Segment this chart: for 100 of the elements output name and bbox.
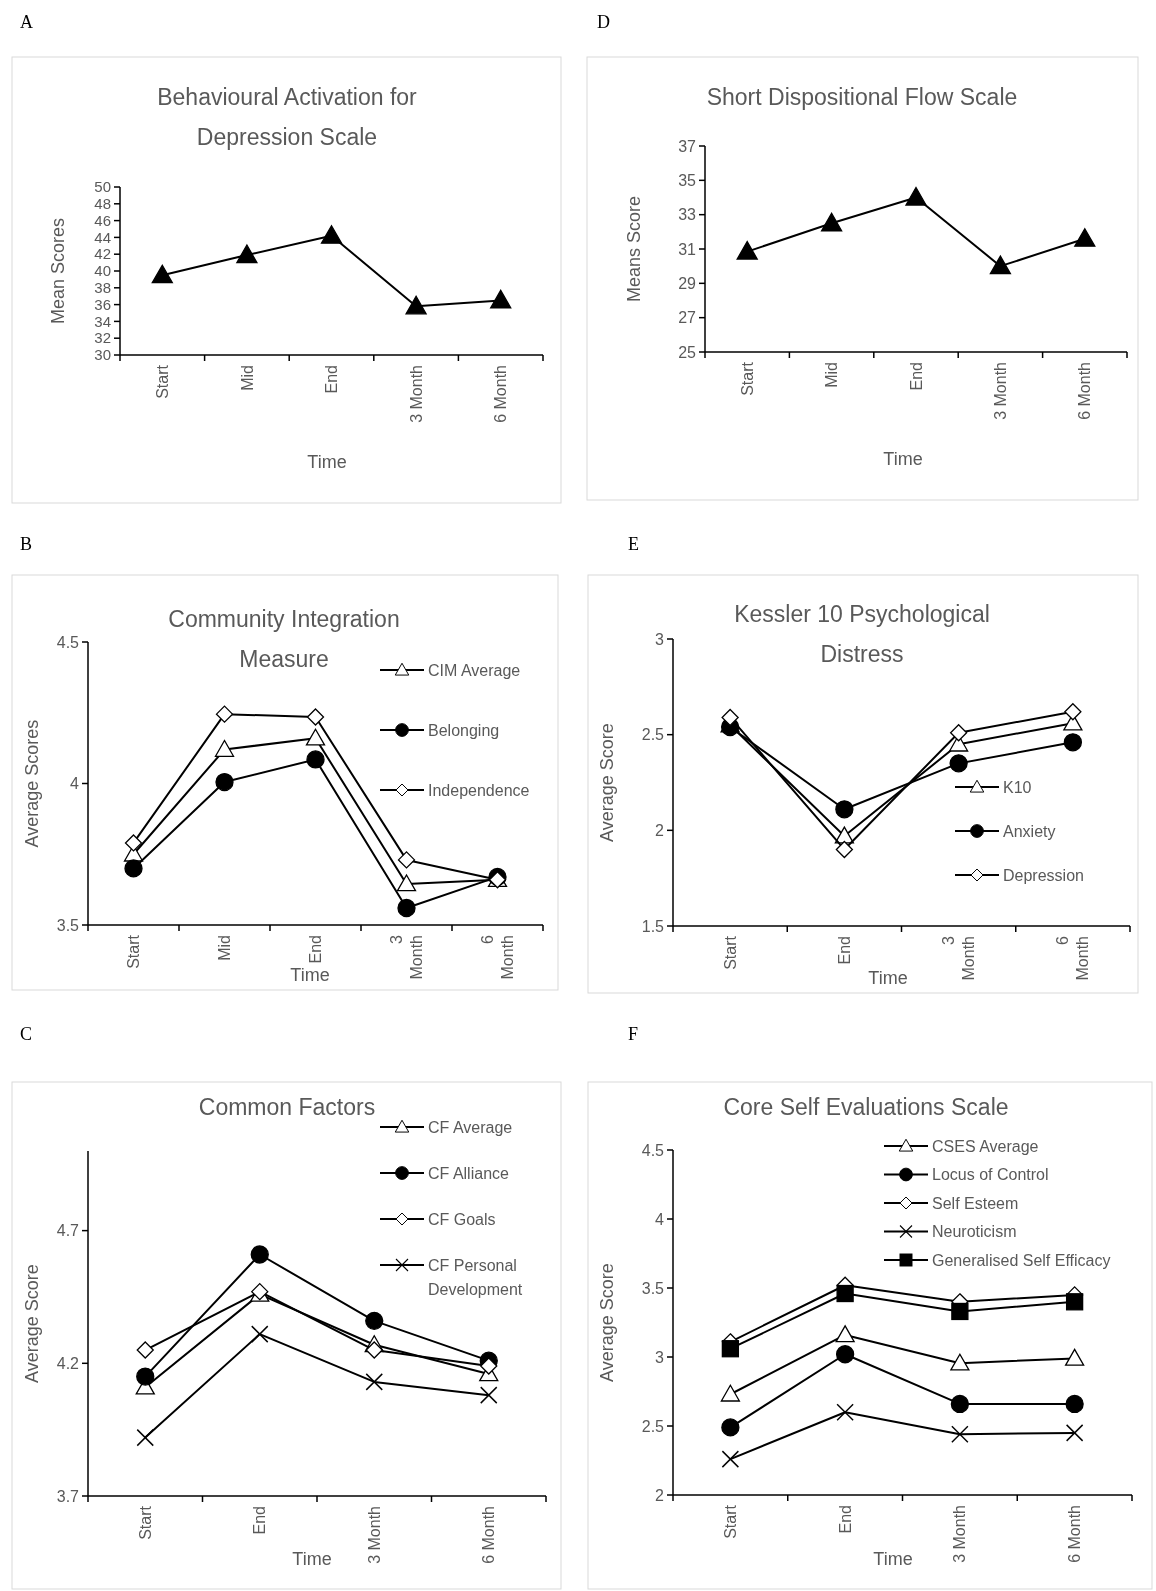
x-tick-label: 3 Month xyxy=(407,365,425,423)
text: B xyxy=(20,534,33,554)
x-tick-label: 3 Month xyxy=(365,1506,383,1564)
y-tick-label: 3.7 xyxy=(56,1487,80,1505)
y-tick-label: 48 xyxy=(94,195,111,213)
x-tick-label: End xyxy=(323,365,341,394)
y-tick-label: 3.5 xyxy=(641,1279,665,1297)
chart-title: Kessler 10 Psychological Distress xyxy=(734,601,990,667)
x-tick-label: Start xyxy=(153,364,171,399)
x-tick-label: 3 Month xyxy=(951,1505,969,1563)
legend-label: Self Esteem xyxy=(932,1194,1019,1212)
x-tick-label: 3 Month xyxy=(940,935,978,981)
x-tick-label: Mid xyxy=(216,935,234,961)
x-axis-title: Time xyxy=(292,1549,332,1569)
y-axis-title: Mean Scores xyxy=(48,217,68,325)
x-tick-label: Start xyxy=(721,935,739,970)
x-tick-label: End xyxy=(835,936,853,965)
y-tick-label: 42 xyxy=(94,245,111,263)
x-tick-label: Mid xyxy=(823,362,841,388)
y-tick-label: 3 xyxy=(655,630,665,648)
chart-title: Behavioural Activation for Depression Scale xyxy=(157,84,418,150)
y-tick-label: 4.5 xyxy=(56,633,80,651)
x-tick-label: 6 Month xyxy=(1066,1505,1084,1563)
legend-label: Neuroticism xyxy=(932,1223,1017,1241)
y-tick-label: 37 xyxy=(678,137,697,155)
x-axis-title: Time xyxy=(290,965,330,985)
y-tick-label: 36 xyxy=(94,295,111,313)
y-axis-title: Average Score xyxy=(597,1263,617,1382)
x-tick-label: 6 Month xyxy=(480,1506,498,1564)
y-tick-label: 25 xyxy=(678,343,697,361)
legend-label: Belonging xyxy=(428,721,500,739)
y-tick-label: 29 xyxy=(678,274,697,292)
y-tick-label: 35 xyxy=(678,171,697,189)
y-tick-label: 2.5 xyxy=(641,1417,665,1435)
legend-label: Locus of Control xyxy=(932,1166,1049,1184)
y-axis-title: Average Scores xyxy=(22,719,42,848)
y-tick-label: 34 xyxy=(94,312,111,330)
x-tick-label: 3 Month xyxy=(388,934,426,980)
text: F xyxy=(628,1024,639,1044)
text: D xyxy=(597,12,610,32)
legend-label: CSES Average xyxy=(932,1137,1039,1155)
x-tick-label: 6 Month xyxy=(479,934,517,980)
y-tick-label: 4 xyxy=(655,1210,665,1228)
x-tick-label: 6 Month xyxy=(1054,935,1092,981)
y-tick-label: 30 xyxy=(94,346,111,364)
legend-label: CIM Average xyxy=(428,661,521,679)
legend-label: CF Goals xyxy=(428,1210,496,1228)
chart-title: Core Self Evaluations Scale xyxy=(723,1094,1009,1120)
chart-title: Community Integration Measure xyxy=(168,606,400,672)
x-axis-title: Time xyxy=(883,449,923,469)
y-tick-label: 40 xyxy=(94,262,111,280)
x-tick-label: End xyxy=(251,1506,269,1535)
y-tick-label: 2 xyxy=(655,821,665,839)
y-tick-label: 38 xyxy=(94,279,111,297)
y-axis-title: Means Score xyxy=(624,195,644,303)
chart-title: Short Dispositional Flow Scale xyxy=(706,84,1018,110)
x-tick-label: 3 Month xyxy=(992,362,1009,420)
x-tick-label: End xyxy=(836,1505,854,1534)
y-axis-title: Average Score xyxy=(597,723,617,842)
x-tick-label: 6 Month xyxy=(492,365,510,423)
y-tick-label: 1.5 xyxy=(641,917,665,935)
y-tick-label: 4.5 xyxy=(641,1141,665,1159)
y-tick-label: 32 xyxy=(94,329,111,347)
x-tick-label: Mid xyxy=(238,365,256,391)
text: A xyxy=(20,12,33,32)
legend-label: CF Average xyxy=(428,1118,513,1136)
text: E xyxy=(628,534,639,554)
y-axis-title: Average Score xyxy=(22,1264,42,1383)
legend-label: Anxiety xyxy=(1003,822,1056,840)
y-tick-label: 4.2 xyxy=(56,1354,80,1372)
y-tick-label: 2 xyxy=(655,1486,665,1504)
x-tick-label: Start xyxy=(136,1505,154,1540)
x-tick-label: Start xyxy=(125,934,143,969)
y-tick-label: 3.5 xyxy=(56,916,80,934)
y-tick-label: 4.7 xyxy=(56,1222,80,1240)
legend-label: Generalised Self Efficacy xyxy=(932,1251,1111,1269)
y-tick-label: 2.5 xyxy=(641,726,665,744)
y-tick-label: 31 xyxy=(678,240,697,258)
y-tick-label: 50 xyxy=(94,178,111,196)
legend-label: CF Personal Development xyxy=(428,1256,523,1298)
y-tick-label: 27 xyxy=(678,309,697,327)
text: C xyxy=(20,1024,33,1044)
legend-label: CF Alliance xyxy=(428,1164,510,1182)
y-tick-label: 4 xyxy=(70,775,80,793)
legend-label: K10 xyxy=(1003,778,1032,796)
x-tick-label: End xyxy=(907,362,925,391)
x-axis-title: Time xyxy=(873,1549,913,1569)
x-tick-label: Start xyxy=(721,1504,739,1539)
x-axis-title: Time xyxy=(307,452,347,472)
x-tick-label: 6 Month xyxy=(1076,362,1094,420)
x-tick-label: Start xyxy=(738,361,756,396)
x-tick-label: End xyxy=(307,935,325,964)
y-tick-label: 3 xyxy=(655,1348,665,1366)
y-tick-label: 33 xyxy=(678,206,697,224)
y-tick-label: 44 xyxy=(94,228,111,246)
y-tick-label: 46 xyxy=(94,211,111,229)
chart-title: Common Factors xyxy=(198,1094,376,1120)
legend-label: Depression xyxy=(1003,866,1084,884)
x-axis-title: Time xyxy=(868,968,908,988)
legend-label: Independence xyxy=(428,781,530,799)
